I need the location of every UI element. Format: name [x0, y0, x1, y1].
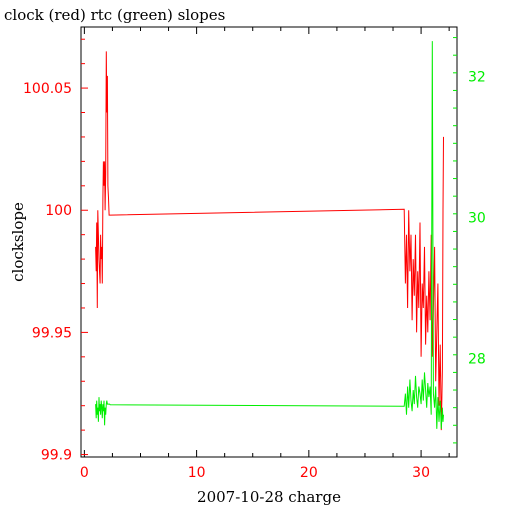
- y-tick-label: 100: [45, 203, 72, 219]
- x-tick-label: 30: [412, 465, 430, 481]
- x-tick-label: 0: [80, 465, 89, 481]
- x-axis-label: 2007-10-28 charge: [197, 488, 341, 506]
- x-tick-label: 10: [188, 465, 206, 481]
- y2-tick-label: 30: [468, 210, 486, 226]
- y2-tick-label: 28: [468, 351, 486, 367]
- clock-series-line: [95, 51, 444, 431]
- chart-title: clock (red) rtc (green) slopes: [4, 6, 225, 24]
- y-tick-label: 100.05: [23, 81, 72, 97]
- series-group: [95, 41, 444, 431]
- y-axis-right: 28 30 32: [453, 37, 486, 444]
- plot-frame: [80, 26, 458, 458]
- x-tick-label: 20: [300, 465, 318, 481]
- y-tick-label: 99.95: [32, 325, 72, 341]
- y-axis-left: 99.9 99.95 100 100.05: [23, 38, 88, 464]
- y2-tick-label: 32: [468, 69, 486, 85]
- rtc-series-line: [95, 41, 444, 429]
- y-axis-label: clockslope: [9, 202, 27, 282]
- x-axis: 0 10 20 30: [80, 27, 450, 481]
- y-tick-label: 99.9: [41, 448, 72, 464]
